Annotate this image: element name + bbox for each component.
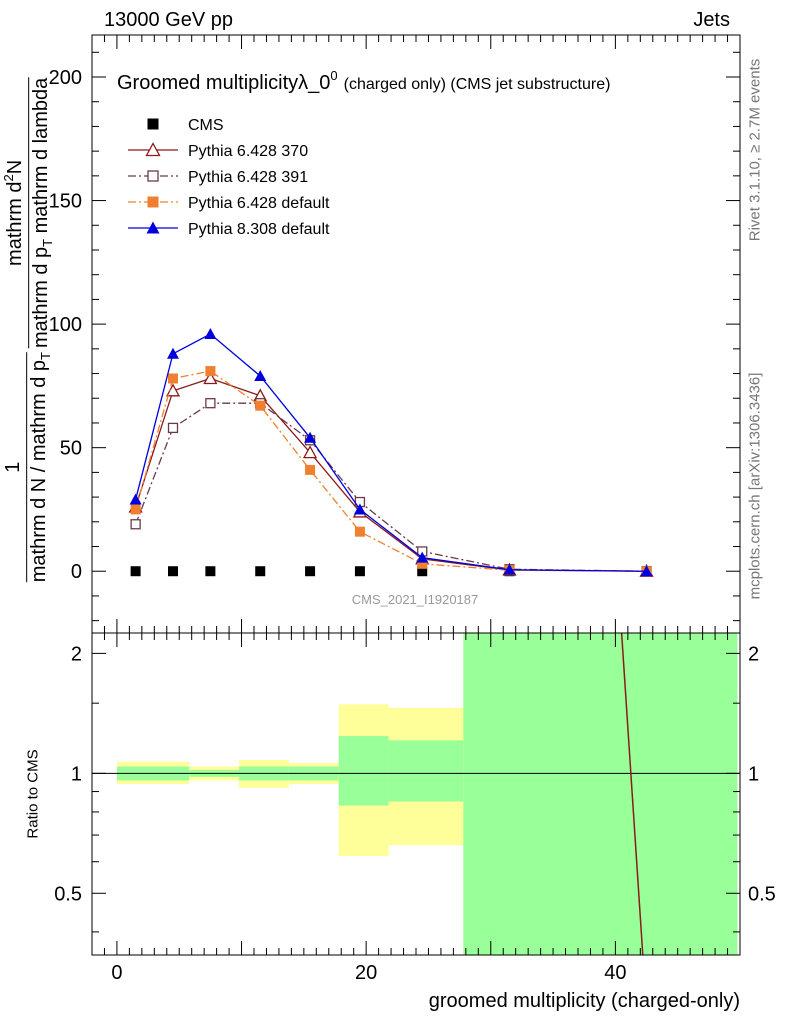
ratio-lines (92, 632, 740, 956)
series-4-point-2 (204, 328, 217, 339)
y-tick-label-2: 100 (49, 314, 82, 336)
series-4 (129, 328, 653, 577)
process-label: Jets (693, 9, 730, 31)
y-tick-label-0: 0 (71, 561, 82, 583)
series-4-point-4 (304, 431, 317, 443)
ratio-band-green-6 (463, 633, 738, 955)
x-tick-label-2: 40 (604, 962, 626, 984)
x-axis-label: groomed multiplicity (charged-only) (429, 990, 740, 1012)
title-suffix: (charged only) (CMS jet substructure) (344, 76, 611, 93)
series-2 (130, 398, 652, 577)
ratio-tick-label-right-0: 0.5 (748, 883, 776, 905)
series-3-point-6 (417, 558, 428, 569)
series-3-point-5 (354, 526, 365, 537)
series-4-point-5 (353, 503, 366, 515)
legend-entry-2: Pythia 6.428 391 (128, 169, 308, 186)
legend-marker-0 (147, 118, 159, 130)
series-3-point-0 (130, 504, 141, 515)
ratio-tick-label-left-1: 1 (71, 763, 82, 785)
tick-labels: 0 20 40 0 50 100 150 200 0.5 0.5 1 1 2 2 (49, 67, 776, 984)
series-3-point-3 (255, 400, 266, 411)
series-1-point-2 (203, 371, 218, 385)
legend-label-2: Pythia 6.428 391 (188, 169, 308, 186)
series-4-point-7 (503, 563, 516, 575)
x-tick-label-1: 20 (355, 962, 377, 984)
legend-entry-3: Pythia 6.428 default (128, 195, 330, 212)
series-4-point-3 (254, 370, 267, 382)
legend-marker-2 (147, 170, 159, 182)
legend-marker-4 (146, 221, 160, 234)
legend-marker-1 (145, 142, 161, 157)
series-2-point-2 (205, 398, 216, 409)
chart-title: Groomed multiplicityλ_00 (charged only) (… (117, 68, 610, 94)
legend-label-0: CMS (188, 117, 224, 134)
x-tick-label-0: 0 (111, 962, 122, 984)
title-superscript: 0 (330, 68, 337, 83)
ratio-tick-label-left-0: 0.5 (54, 883, 82, 905)
series-3 (130, 366, 652, 577)
series-0-point-3 (255, 566, 266, 577)
y-tick-label-1: 50 (60, 438, 82, 460)
watermark: CMS_2021_I1920187 (352, 592, 479, 607)
series-line-2 (135, 402, 647, 572)
title-main: Groomed multiplicityλ_0 (117, 72, 330, 94)
y-tick-label-3: 150 (49, 191, 82, 213)
energy-label: 13000 GeV pp (104, 9, 233, 31)
series-4-point-8 (640, 565, 653, 577)
ratio-tick-label-right-1: 1 (748, 763, 759, 785)
series-0-point-1 (168, 566, 178, 577)
legend-label-4: Pythia 8.308 default (188, 221, 330, 238)
series-0-point-2 (205, 566, 216, 577)
ratio-bands (116, 633, 738, 955)
legend-entry-1: Pythia 6.428 370 (128, 142, 308, 160)
main-series (128, 328, 654, 577)
series-3-point-1 (168, 373, 178, 384)
series-4-point-1 (167, 347, 179, 359)
legend-entry-0: CMS (147, 117, 224, 134)
series-0 (130, 566, 652, 577)
legend-entry-4: Pythia 8.308 default (128, 221, 330, 238)
ticks (91, 35, 741, 955)
series-4-point-6 (416, 551, 429, 563)
series-3-point-4 (305, 464, 316, 475)
series-0-point-6 (417, 566, 428, 577)
legend-label-3: Pythia 6.428 default (188, 195, 330, 212)
legend: CMS Pythia 6.428 370 Pythia 6.428 391 Pythi… (128, 117, 330, 238)
series-3-point-2 (205, 366, 216, 377)
ratio-band-green-5 (388, 740, 464, 802)
legend-marker-3 (147, 196, 159, 208)
series-2-point-0 (130, 519, 141, 530)
y-tick-label-4: 200 (49, 67, 82, 89)
series-1-point-4 (302, 445, 318, 459)
series-2-point-1 (167, 422, 179, 434)
ratio-band-green-4 (338, 736, 389, 806)
series-0-point-5 (354, 566, 365, 577)
series-0-point-4 (305, 566, 316, 577)
legend-label-1: Pythia 6.428 370 (188, 143, 308, 160)
ratio-tick-label-left-2: 2 (71, 643, 82, 665)
ratio-tick-label-right-2: 2 (748, 643, 759, 665)
ratio-series-line (620, 632, 644, 956)
series-4-point-0 (129, 493, 142, 505)
series-0-point-0 (130, 566, 141, 577)
